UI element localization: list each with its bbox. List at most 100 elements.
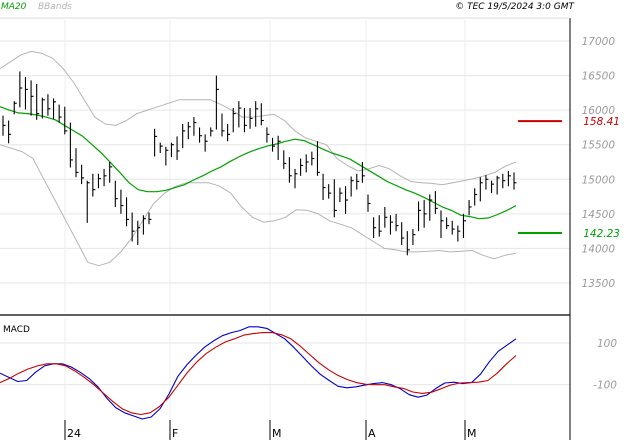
price-bar (170, 142, 174, 158)
price-bar (193, 117, 197, 136)
price-tick-label: 17000 (582, 36, 616, 48)
price-bar (187, 121, 191, 140)
level-label: 142.23 (583, 228, 620, 240)
price-bar (221, 113, 225, 137)
bbands-layer (0, 50, 517, 267)
price-bar (373, 217, 377, 239)
price-bar (154, 128, 158, 157)
price-bar (389, 215, 393, 235)
price-bar (260, 103, 264, 126)
price-bar (52, 98, 57, 120)
price-bar (457, 225, 461, 242)
price-bar (507, 170, 511, 187)
price-bar (328, 184, 332, 199)
level-label: 158.41 (583, 116, 620, 128)
price-bar (204, 134, 208, 152)
price-bar (41, 97, 45, 119)
x-tick-label: 24 (67, 427, 81, 440)
price-tick-label: 16500 (582, 71, 616, 83)
bbands-legend: BBands (38, 2, 72, 12)
price-bar (339, 187, 343, 203)
price-bar (131, 212, 135, 242)
macd-tick-label: 100 (597, 338, 617, 350)
price-bar (305, 154, 309, 173)
price-bar (401, 222, 405, 245)
price-bar (47, 94, 51, 116)
price-bar (378, 215, 382, 237)
price-tick-label: 14000 (582, 243, 616, 255)
ma20-line (0, 106, 517, 220)
price-bar (182, 123, 186, 149)
price-bar (479, 177, 483, 202)
price-bar (485, 175, 489, 190)
price-bar (412, 229, 416, 245)
price-bar (24, 76, 28, 110)
bbands-upper-line (0, 50, 517, 186)
price-bar (429, 194, 433, 221)
x-tick-label: M (467, 427, 477, 440)
price-bar (86, 180, 90, 223)
price-bar (198, 127, 203, 143)
x-tick-label: F (172, 427, 178, 440)
price-bar (474, 188, 478, 206)
price-bar (176, 136, 180, 160)
price-bar (8, 120, 12, 144)
price-bar (81, 164, 85, 185)
price-bar (109, 162, 113, 183)
levels-layer: 158.41 142.23 (518, 116, 620, 240)
price-bar (36, 83, 40, 120)
price-bar (423, 200, 427, 228)
price-bar (249, 108, 253, 129)
price-bar (462, 213, 466, 239)
bbands-lower-line (0, 144, 517, 267)
price-bar (384, 206, 388, 228)
price-bar (120, 189, 124, 214)
price-bar (125, 197, 130, 227)
price-bar (468, 200, 472, 216)
price-tick-label: 15500 (582, 140, 616, 152)
macd-tick-label: -100 (593, 380, 617, 392)
price-bar (137, 220, 141, 245)
price-tick-label: 14500 (582, 209, 616, 221)
price-bar (283, 150, 287, 169)
price-bar (238, 101, 242, 128)
x-tick-label: A (368, 427, 376, 440)
price-bar (344, 186, 349, 214)
macd-panel-title: MACD (3, 325, 30, 335)
price-bar (496, 175, 500, 195)
price-bar (316, 141, 320, 176)
price-bar (294, 168, 298, 189)
ma20-layer (0, 106, 517, 220)
price-bar (490, 180, 495, 194)
price-bar (255, 101, 259, 127)
price-bar (215, 75, 219, 130)
price-bar (227, 123, 231, 142)
price-bar (288, 157, 292, 183)
price-bar (92, 173, 96, 197)
price-bar (446, 217, 450, 230)
price-bar (417, 201, 422, 232)
price-bar (356, 173, 360, 190)
copyright-label: © TEC 19/5/2024 3:0 GMT (455, 2, 575, 12)
price-tick-label: 16000 (582, 105, 616, 117)
axis-labels-layer: 13500 14000 14500 15000 15500 16000 16500 17000… (64, 36, 617, 440)
price-bar (266, 127, 270, 143)
price-bar (103, 168, 107, 187)
price-bar (350, 176, 354, 197)
price-tick-label: 13500 (582, 278, 616, 290)
price-bar (2, 115, 6, 136)
price-bar (243, 108, 247, 133)
price-bar (97, 173, 101, 189)
grid-layer (0, 20, 570, 440)
price-bar (322, 173, 326, 201)
price-bar (361, 162, 365, 183)
price-bar (406, 231, 410, 256)
price-bar (13, 101, 17, 115)
price-bar (64, 106, 68, 135)
price-bar (75, 148, 79, 178)
macd-layer (0, 326, 517, 420)
price-bar (69, 122, 73, 168)
price-bar (210, 127, 214, 137)
price-bar (367, 194, 371, 212)
